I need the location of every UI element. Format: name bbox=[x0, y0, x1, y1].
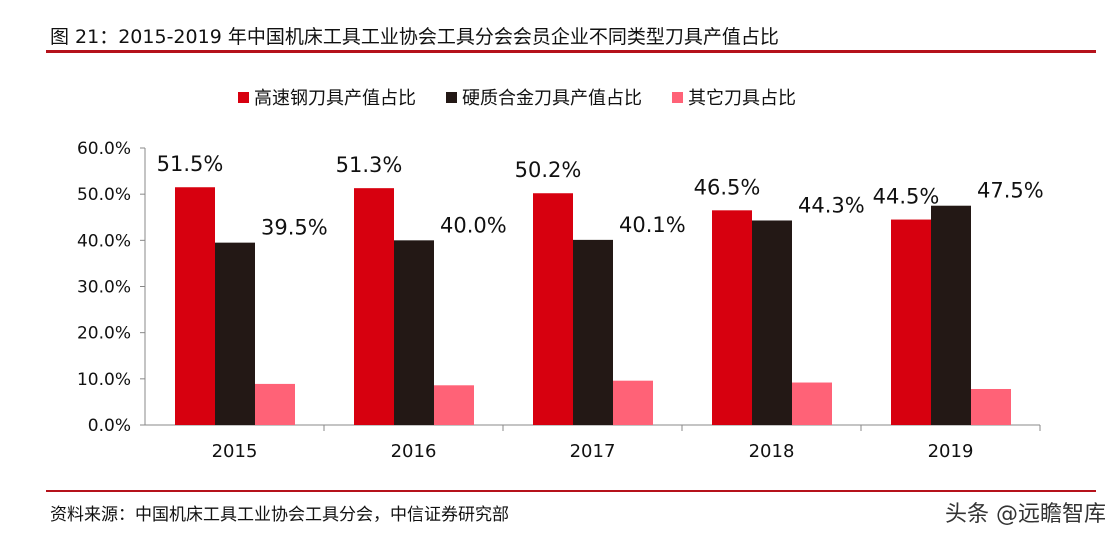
x-tick-label: 2015 bbox=[212, 441, 258, 462]
bar-1 bbox=[354, 188, 394, 425]
source-note: 资料来源：中国机床工具工业协会工具分会，中信证券研究部 bbox=[50, 505, 509, 525]
legend-swatch bbox=[238, 92, 249, 103]
data-label: 47.5% bbox=[977, 179, 1044, 203]
bar-3 bbox=[792, 382, 832, 425]
data-label: 40.1% bbox=[619, 213, 686, 237]
y-tick-label: 40.0% bbox=[77, 231, 131, 251]
x-tick-label: 2019 bbox=[928, 441, 974, 462]
y-tick-label: 10.0% bbox=[77, 370, 131, 390]
data-label: 50.2% bbox=[515, 158, 582, 182]
data-label: 39.5% bbox=[261, 216, 328, 240]
bar-3 bbox=[255, 383, 295, 425]
bar-3 bbox=[971, 388, 1011, 425]
data-label: 51.3% bbox=[336, 153, 403, 177]
bar-1 bbox=[712, 210, 752, 425]
bar-2 bbox=[752, 220, 792, 425]
bar-2 bbox=[215, 242, 255, 425]
bar-2 bbox=[931, 205, 971, 425]
bar-2 bbox=[573, 239, 613, 425]
y-tick-label: 60.0% bbox=[77, 139, 131, 159]
bar-1 bbox=[533, 193, 573, 425]
data-label: 51.5% bbox=[157, 152, 224, 176]
y-tick-label: 20.0% bbox=[77, 324, 131, 344]
bar-3 bbox=[434, 385, 474, 425]
source-divider bbox=[46, 490, 1096, 492]
watermark: 头条 @远瞻智库 bbox=[945, 502, 1106, 527]
figure-title: 图 21：2015-2019 年中国机床工具工业协会工具分会会员企业不同类型刀具… bbox=[50, 26, 779, 48]
bar-1 bbox=[175, 187, 215, 425]
legend-label: 高速钢刀具产值占比 bbox=[254, 88, 416, 109]
y-tick-label: 50.0% bbox=[77, 185, 131, 205]
x-tick-label: 2016 bbox=[391, 441, 437, 462]
x-tick-label: 2017 bbox=[570, 441, 616, 462]
data-label: 44.3% bbox=[798, 193, 865, 217]
legend-swatch bbox=[446, 92, 457, 103]
data-label: 40.0% bbox=[440, 213, 507, 237]
legend-label: 硬质合金刀具产值占比 bbox=[462, 88, 642, 109]
x-tick-label: 2018 bbox=[749, 441, 795, 462]
legend-label: 其它刀具占比 bbox=[688, 88, 796, 109]
bar-2 bbox=[394, 240, 434, 425]
y-tick-label: 30.0% bbox=[77, 278, 131, 298]
y-tick-label: 0.0% bbox=[88, 416, 131, 436]
data-label: 46.5% bbox=[694, 175, 761, 199]
data-label: 44.5% bbox=[873, 185, 940, 209]
bar-1 bbox=[891, 219, 931, 425]
legend-swatch bbox=[672, 92, 683, 103]
title-divider bbox=[46, 50, 1096, 53]
bar-3 bbox=[613, 380, 653, 425]
